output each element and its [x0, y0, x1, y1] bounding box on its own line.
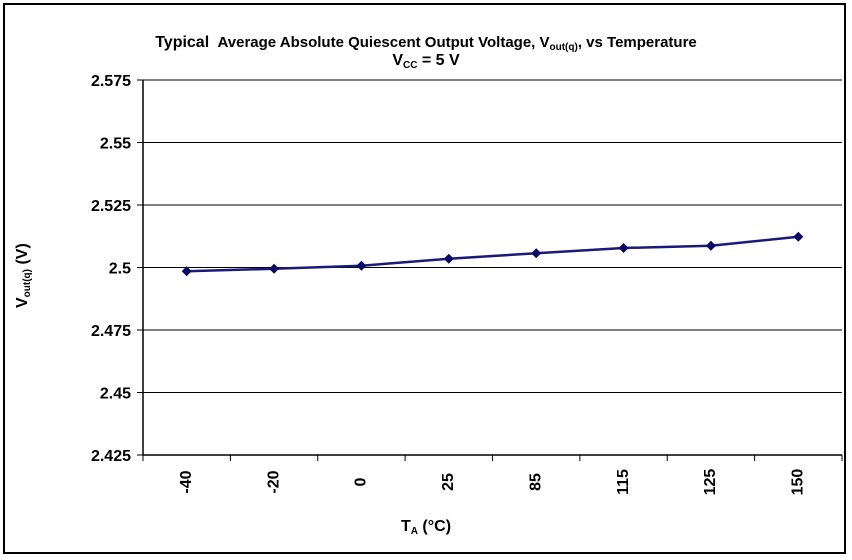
chart-subtitle-sub: CC: [402, 60, 418, 71]
y-tick-label: 2.475: [91, 323, 131, 340]
x-axis-label-tail: (°C): [417, 518, 452, 535]
data-point: [181, 266, 192, 277]
y-tick-label: 2.425: [91, 448, 131, 465]
y-axis-label: Vout(q) (V): [14, 243, 33, 308]
x-tick-labels: -40 -20 0 25 85 115 125 150: [178, 469, 807, 496]
axes: [137, 79, 843, 461]
x-axis-label: TA (°C): [0, 518, 852, 537]
y-axis-label-tail: (V): [14, 243, 31, 269]
x-tick-label: -20: [265, 470, 282, 493]
data-point: [531, 248, 542, 259]
x-axis-label-main: T: [400, 518, 411, 535]
data-point: [793, 231, 804, 242]
x-tick-label: 125: [702, 469, 719, 496]
data-point: [618, 243, 629, 253]
series-line: [186, 235, 799, 273]
y-axis-label-sub: out(q): [22, 269, 33, 298]
y-tick-label: 2.575: [91, 73, 131, 90]
chart-title: Typical Average Absolute Quiescent Outpu…: [0, 34, 852, 53]
y-tick-label: 2.45: [100, 386, 131, 403]
x-axis-label-sub: A: [410, 526, 418, 537]
data-point: [269, 263, 280, 274]
chart-subtitle-main: V: [392, 52, 403, 69]
chart-subtitle: VCC = 5 V: [0, 52, 852, 71]
y-tick-label: 2.5: [109, 261, 131, 278]
grid-lines: [143, 79, 842, 456]
x-tick-label: 0: [353, 477, 370, 486]
chart-title-lead: Typical: [155, 34, 210, 51]
chart-subtitle-tail: = 5 V: [417, 52, 460, 69]
x-tick-label: 150: [790, 469, 807, 496]
chart-frame: [3, 3, 846, 554]
chart-title-main: Average Absolute Quiescent Output Voltag…: [217, 34, 550, 51]
x-tick-label: 25: [440, 473, 457, 491]
x-tick-label: -40: [178, 470, 195, 493]
data-point: [705, 240, 716, 251]
x-tick-label: 115: [615, 469, 632, 495]
y-tick-label: 2.55: [100, 136, 131, 153]
chart-title-tail: , vs Temperature: [577, 34, 697, 51]
y-tick-labels: 2.425 2.45 2.475 2.5 2.525 2.55 2.575: [91, 73, 131, 465]
data-point: [443, 253, 454, 264]
y-axis-label-main: V: [14, 297, 31, 308]
data-point: [356, 260, 367, 271]
series-layer: [181, 231, 804, 277]
chart-title-sub: out(q): [549, 42, 578, 53]
y-tick-label: 2.525: [91, 198, 131, 215]
x-tick-label: 85: [527, 473, 544, 491]
